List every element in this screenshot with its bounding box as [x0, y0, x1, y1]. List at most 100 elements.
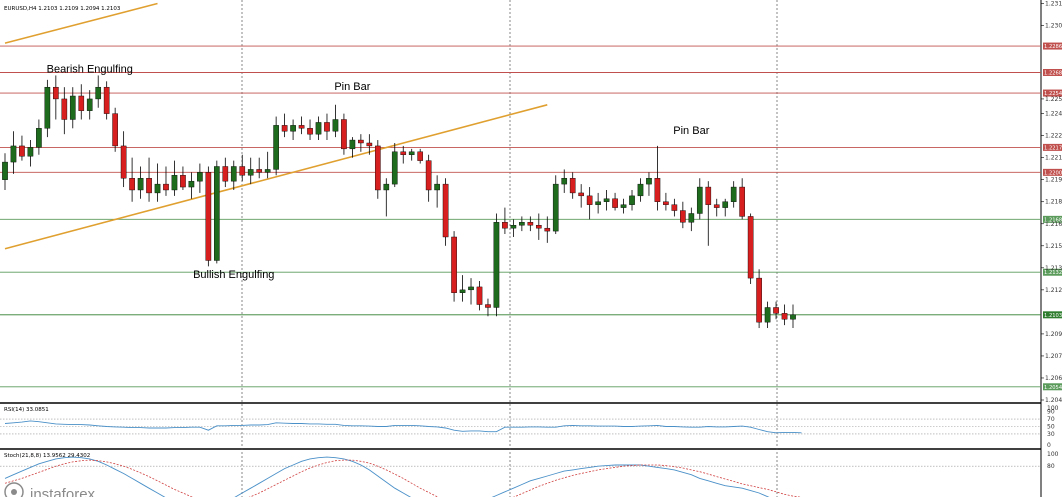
candle-30: [247, 157, 254, 185]
candle-24: [197, 163, 203, 193]
level-tag-1: [1043, 42, 1062, 50]
rsi-tick-6: 0: [1047, 442, 1051, 449]
candle-body-7: [53, 86, 59, 100]
candle-body-36: [298, 125, 305, 129]
candle-body-31: [256, 169, 263, 173]
candle-body-70: [586, 195, 593, 205]
rsi-tick-5: 30: [1047, 431, 1055, 438]
price-tick-16: 1.2045: [1045, 397, 1062, 404]
candle-16: [129, 157, 135, 202]
trendline-1: [4, 2, 158, 44]
candle-63: [527, 216, 534, 232]
candle-75: [629, 189, 635, 211]
candle-body-87: [730, 186, 737, 202]
candle-72: [603, 189, 610, 211]
candle-46: [383, 178, 390, 217]
rsi-tick-2: 90: [1047, 409, 1055, 416]
candle-44: [366, 134, 373, 155]
candle-body-73: [612, 198, 618, 208]
candle-37: [307, 119, 313, 141]
candle-45: [374, 140, 381, 199]
candle-body-14: [112, 113, 118, 147]
candle-body-54: [451, 236, 457, 293]
candle-25: [205, 166, 212, 267]
candle-73: [612, 192, 618, 211]
candle-22: [180, 166, 186, 190]
candle-body-90: [756, 277, 762, 323]
candle-body-11: [86, 98, 93, 111]
candle-body-47: [391, 151, 398, 185]
candle-78: [654, 145, 661, 211]
candle-body-46: [383, 183, 390, 191]
candle-66: [552, 175, 559, 235]
price-tick-10: 1.2150: [1045, 243, 1062, 250]
candle-43: [358, 134, 364, 152]
price-tick-13: 1.2090: [1045, 331, 1062, 338]
candle-body-48: [400, 151, 407, 155]
candle-body-25: [205, 172, 212, 261]
candle-body-41: [341, 119, 347, 150]
candle-4: [27, 140, 34, 167]
candle-body-92: [773, 307, 779, 314]
candle-11: [86, 90, 93, 120]
candle-body-77: [646, 178, 652, 185]
candle-28: [230, 160, 237, 190]
level-tag-5: [1043, 168, 1062, 176]
candle-body-17: [137, 178, 144, 191]
candle-body-89: [747, 216, 754, 279]
candle-body-22: [180, 175, 186, 188]
candle-body-65: [544, 227, 551, 232]
candle-84: [705, 181, 712, 246]
level-tag-2: [1043, 68, 1062, 76]
stoch-signal-line: [4, 459, 802, 497]
level-tag-6: [1043, 215, 1062, 223]
candle-body-29: [239, 166, 246, 176]
price-tick-8: 1.2180: [1045, 199, 1062, 206]
candle-body-75: [629, 195, 635, 205]
candle-body-62: [519, 222, 525, 226]
candle-64: [535, 213, 542, 240]
candle-20: [163, 166, 169, 196]
candle-14: [112, 107, 118, 152]
candle-56: [468, 278, 474, 305]
candle-body-20: [163, 183, 169, 191]
candle-body-45: [374, 145, 381, 191]
candle-67: [561, 169, 568, 193]
candle-body-6: [44, 86, 51, 129]
trendline-2: [4, 104, 548, 250]
candle-body-50: [417, 151, 424, 161]
candle-body-52: [434, 183, 440, 191]
candle-91: [764, 301, 771, 329]
candle-34: [281, 113, 288, 138]
level-tag-label-5: 1.2200: [1044, 170, 1062, 176]
candle-5: [36, 119, 42, 155]
stoch-title: Stoch(21,8,8) 13.9562 29.4302: [4, 453, 90, 459]
candle-body-74: [620, 204, 627, 208]
candle-10: [78, 84, 85, 120]
level-tag-label-6: 1.2168: [1044, 217, 1062, 223]
candle-92: [773, 301, 779, 320]
price-tick-9: 1.2165: [1045, 221, 1062, 228]
price-tick-5: 1.2225: [1045, 133, 1062, 140]
candle-body-61: [510, 225, 517, 229]
candle-83: [696, 178, 703, 220]
candle-93: [781, 304, 788, 326]
candle-55: [459, 275, 466, 302]
candle-body-76: [637, 183, 644, 197]
candle-body-85: [713, 204, 720, 208]
candle-body-69: [578, 192, 584, 197]
candle-body-30: [247, 169, 254, 176]
candle-61: [510, 219, 517, 237]
candle-body-88: [739, 186, 745, 217]
candle-68: [569, 172, 576, 199]
candle-6: [44, 79, 51, 138]
candle-body-68: [569, 178, 576, 194]
level-tag-label-1: 1.2286: [1044, 44, 1062, 50]
candle-15: [120, 131, 127, 188]
candle-85: [713, 198, 720, 217]
price-tick-11: 1.2135: [1045, 265, 1062, 272]
price-tick-1: 1.2315: [1045, 0, 1062, 7]
candle-3: [19, 135, 25, 161]
candle-79: [663, 192, 669, 211]
candle-body-63: [527, 222, 534, 226]
